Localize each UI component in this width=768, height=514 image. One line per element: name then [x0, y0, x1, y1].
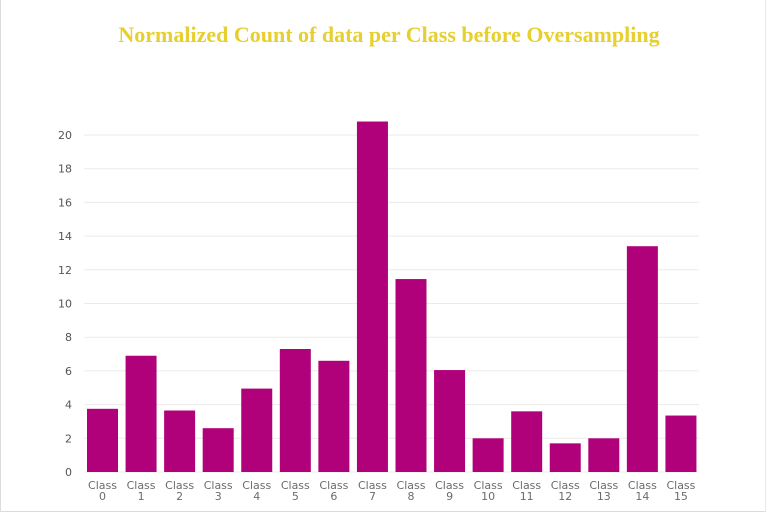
x-tick-label: Class 14: [628, 479, 657, 503]
bars: [87, 121, 697, 473]
y-tick-label: 14: [58, 230, 72, 243]
y-tick-label: 0: [65, 466, 72, 479]
x-tick-label: Class 5: [281, 479, 310, 503]
bar: [318, 360, 350, 472]
bar: [549, 443, 581, 472]
x-tick-label: Class 3: [204, 479, 233, 503]
y-axis-ticks: 0 2 4 6 8 10 12 14 16 18 20: [58, 129, 72, 479]
chart-title: Normalized Count of data per Class befor…: [118, 22, 660, 47]
x-tick-label: Class 12: [551, 479, 580, 503]
y-tick-label: 8: [65, 331, 72, 344]
bar: [395, 279, 427, 472]
y-tick-label: 16: [58, 196, 72, 209]
x-tick-label: Class 4: [242, 479, 271, 503]
x-tick-label: Class 11: [512, 479, 541, 503]
y-tick-label: 6: [65, 365, 72, 378]
x-tick-label: Class 0: [88, 479, 117, 503]
bar: [511, 411, 543, 472]
x-tick-label: Class 13: [589, 479, 618, 503]
bar: [241, 388, 273, 472]
bar: [588, 438, 620, 472]
bar: [202, 428, 234, 472]
bar: [434, 370, 466, 472]
bar: [626, 246, 658, 472]
bar: [279, 348, 311, 472]
y-tick-label: 4: [65, 399, 72, 412]
bar: [125, 355, 157, 472]
x-tick-label: Class 6: [319, 479, 348, 503]
x-tick-label: Class 9: [435, 479, 464, 503]
x-tick-label: Class 15: [666, 479, 695, 503]
y-tick-label: 18: [58, 163, 72, 176]
x-tick-label: Class 2: [165, 479, 194, 503]
x-tick-label: Class 10: [474, 479, 503, 503]
x-tick-label: Class 8: [397, 479, 426, 503]
bar: [87, 408, 118, 472]
bar: [164, 410, 196, 472]
bar: [472, 438, 504, 472]
x-tick-label: Class 1: [127, 479, 156, 503]
x-axis-labels: Class 0 Class 1 Class 2 Class 3 Class 4 Class 5 Clas…: [88, 479, 696, 503]
x-tick-label: Class 7: [358, 479, 387, 503]
bar: [665, 415, 697, 472]
y-tick-label: 2: [65, 432, 72, 445]
y-tick-label: 20: [58, 129, 72, 142]
y-tick-label: 10: [58, 298, 72, 311]
bar: [356, 121, 388, 473]
y-tick-label: 12: [58, 264, 72, 277]
